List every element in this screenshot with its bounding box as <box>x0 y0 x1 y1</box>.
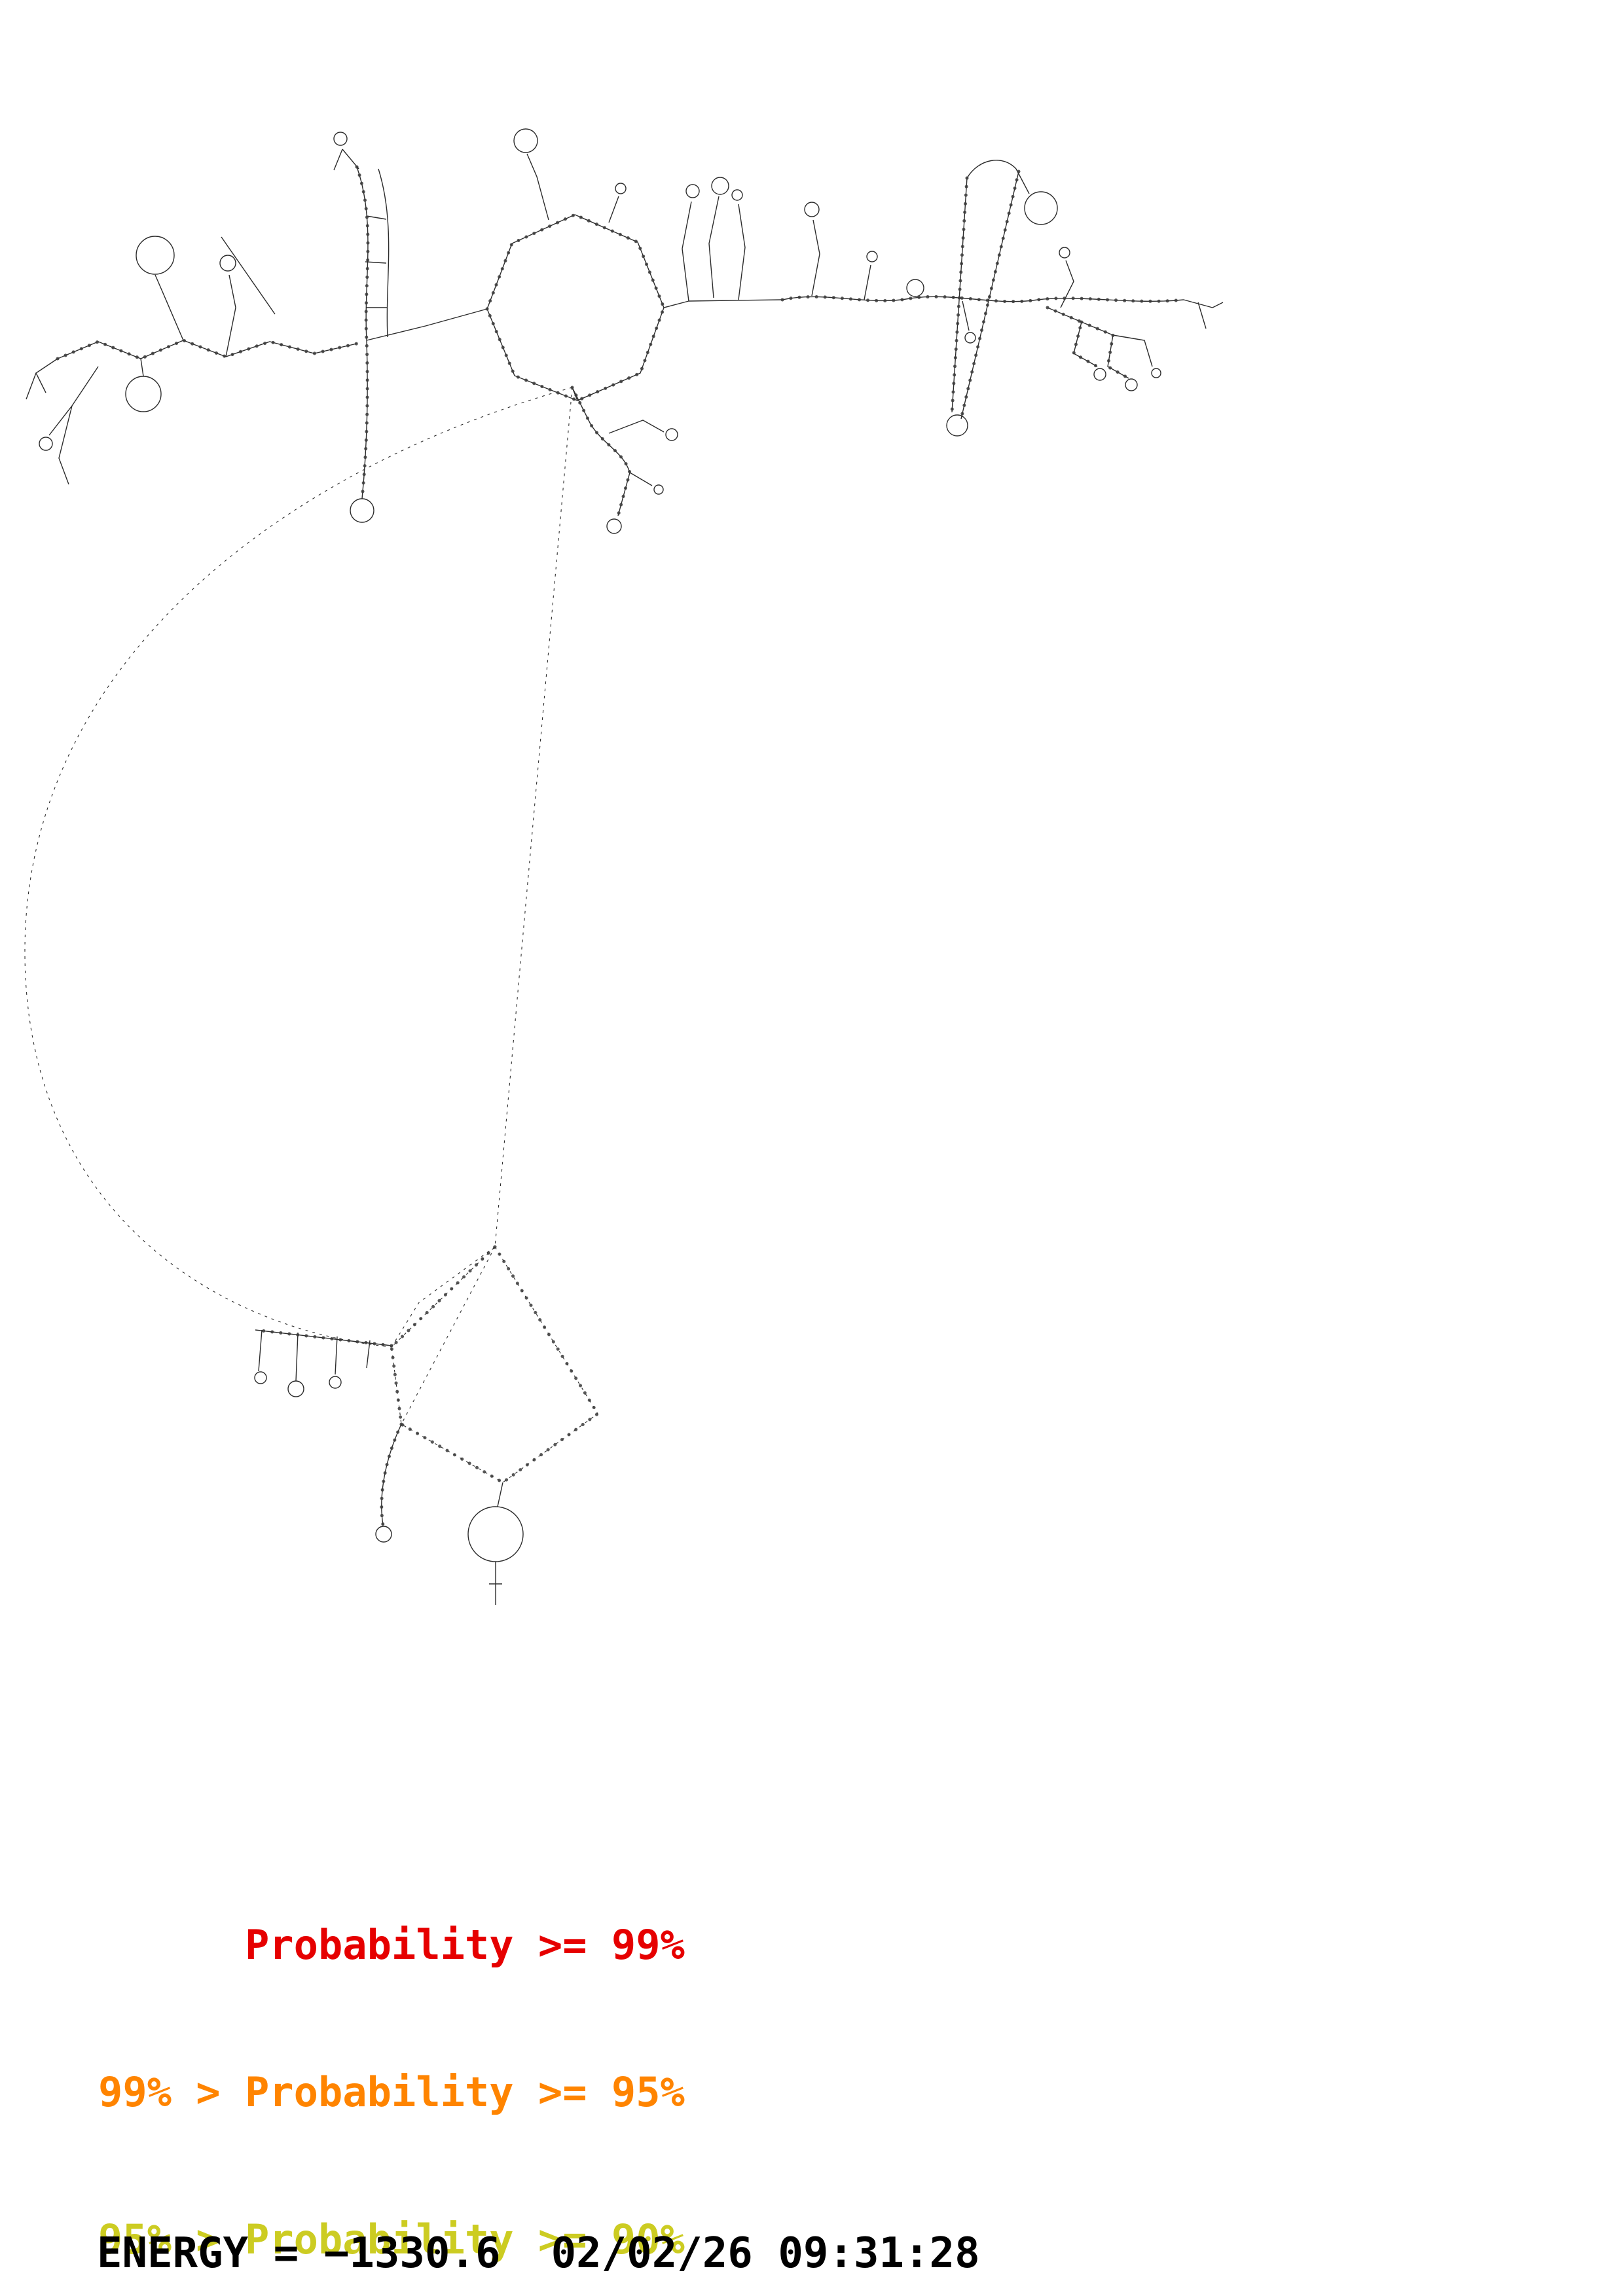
probability-legend: Probability >= 99% 99% > Probability >= … <box>98 1822 685 2296</box>
energy-line: ENERGY = −1330.6 02/02/26 09:31:28 <box>97 2229 980 2278</box>
legend-line-90: 95% > Probability >= 90% <box>98 2215 685 2263</box>
backbone-lines <box>24 128 1224 1605</box>
legend-line-95: 99% > Probability >= 95% <box>98 2068 685 2116</box>
legend-line-99: Probability >= 99% <box>98 1921 685 1969</box>
bottom-hairpin-loop <box>467 1506 524 1562</box>
right-hairpin-loop <box>1024 191 1058 225</box>
nucleotide-beads <box>56 165 1186 1527</box>
central-multiloop <box>486 214 665 401</box>
long-chord <box>494 387 573 1247</box>
long-range-arc <box>24 387 573 1348</box>
